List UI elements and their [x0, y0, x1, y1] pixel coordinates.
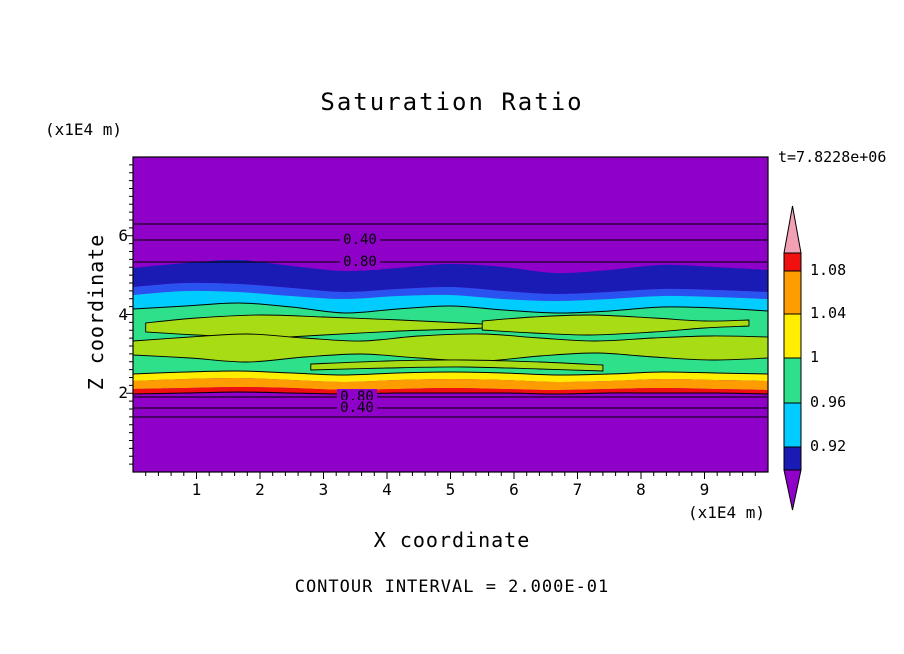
x-tick-label: 8: [636, 480, 646, 499]
colorbar-segment-0.92-0.96: [783, 402, 802, 448]
contour-value-label: 0.80: [340, 254, 380, 270]
x-tick-label: 7: [572, 480, 583, 499]
z-tick-label: 2: [118, 383, 128, 403]
x-tick-label: 4: [382, 480, 392, 499]
x-tick-label: 5: [445, 480, 456, 499]
colorbar-tick-label: 1.08: [810, 261, 847, 279]
x-axis-title: X coordinate: [373, 528, 531, 552]
contour-line-b5: [133, 370, 768, 376]
contour-line-b4: [133, 302, 768, 314]
colorbar-segment-0.88-0.92: [783, 446, 802, 471]
contour-value-label: 0.40: [340, 232, 380, 248]
colorbar-tick-label: 0.92: [810, 437, 847, 455]
z-axis-unit-label: (x1E4 m): [45, 120, 123, 139]
colorbar-arrow-above-max: [783, 205, 802, 254]
contour-fill-layer: [133, 157, 768, 472]
band-1.04-1.08-orange: [133, 377, 768, 391]
x-axis-unit-label: (x1E4 m): [688, 503, 766, 522]
contour-value-label: 0.40: [337, 400, 377, 416]
chart-title: Saturation Ratio: [320, 88, 584, 116]
colorbar-tick-label: 1.04: [810, 304, 847, 322]
x-tick-label: 2: [255, 480, 265, 499]
z-tick-label: 4: [118, 304, 128, 324]
contour-blob-3: [310, 359, 604, 372]
contour-blob-1: [133, 333, 768, 363]
colorbar: [783, 205, 802, 511]
colorbar-tick-label: 0.96: [810, 393, 847, 411]
z-tick-label: 6: [118, 225, 128, 245]
x-tick-label: 6: [509, 480, 519, 499]
colorbar-arrow-below-min: [783, 469, 802, 511]
contour-interval-caption: CONTOUR INTERVAL = 2.000E-01: [294, 577, 610, 597]
time-annotation: t=7.8228e+06: [778, 148, 887, 166]
contour-blob-2: [481, 314, 750, 336]
z-axis-title: Z coordinate: [84, 233, 108, 391]
x-tick-label: 3: [318, 480, 329, 499]
band-transition-blue: [133, 282, 768, 301]
x-tick-label: 9: [699, 480, 710, 499]
axis-ticks: [126, 164, 756, 479]
x-tick-label: 1: [191, 480, 202, 499]
band-1.00-1.04-yellow: [133, 370, 768, 383]
colorbar-segment-1-1.04: [783, 313, 802, 359]
band-1.08-1.12-red: [133, 387, 768, 394]
plot-frame: [132, 156, 769, 473]
contour-line-b8: [133, 391, 768, 395]
colorbar-segment-1.08-1.12: [783, 252, 802, 272]
band-0.92-0.96-cyan: [133, 290, 768, 314]
colorbar-tick-label: 1: [810, 348, 820, 366]
colorbar-segment-0.96-1: [783, 357, 802, 404]
band-0.88-0.92-darkblue: [133, 259, 768, 295]
colorbar-segment-1.04-1.08: [783, 270, 802, 315]
